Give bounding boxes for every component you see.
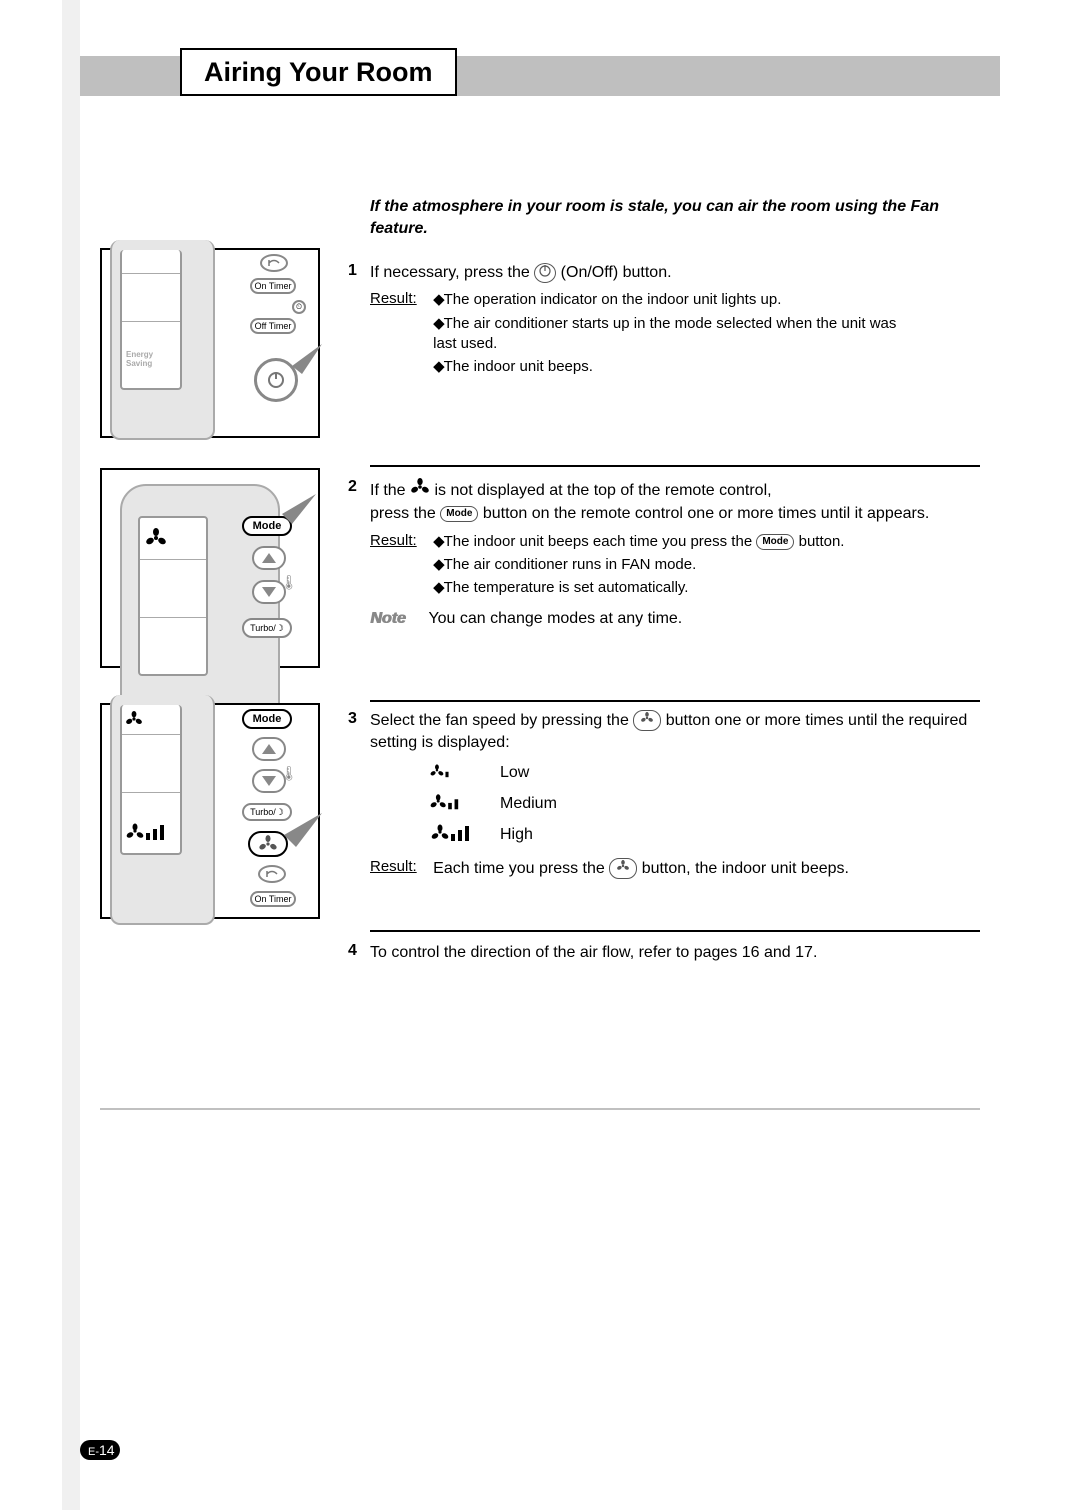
fan-speed-high: High [430,823,980,848]
note-label: Note [370,610,424,628]
step-2-num: 2 [348,478,357,496]
step-3: 3 Select the fan speed by pressing the b… [370,710,980,879]
step-2-result-label: Result: [370,532,417,549]
thin-separator [100,1108,980,1110]
step-1-text-b: (On/Off) button. [561,264,672,281]
result-item: ◆The air conditioner runs in FAN mode. [433,555,913,575]
step-1-text-a: If necessary, press the [370,264,534,281]
fan-speed-low: Low [430,761,980,786]
separator [370,465,980,467]
turbo-label: Turbo [250,624,273,633]
mode-button-inline: Mode [756,534,794,550]
pointer-arrow-1 [282,344,322,384]
fan-icon [146,528,166,548]
step-3-result-label: Result: [370,858,417,875]
power-icon [534,263,556,283]
remote-diagram-1: Energy Saving On Timer ⏲ Off Timer [100,248,320,438]
page-number: E-14 [80,1440,120,1460]
separator [370,700,980,702]
off-timer-label: Off Timer [255,322,292,331]
on-timer-label: On Timer [254,282,291,291]
step-2: 2 If the is not displayed at the top of … [370,478,980,628]
fan-icon [410,478,430,503]
mode-button-inline: Mode [440,506,478,522]
fan-button-icon [633,710,661,731]
energy-saving-label: Energy Saving [126,350,180,368]
step-4: 4 To control the direction of the air fl… [370,942,980,964]
fan-speed-medium: Medium [430,792,980,817]
remote-diagram-3: Mode 🌡 Turbo/☽ On Timer [100,703,320,919]
step-1: 1 If necessary, press the (On/Off) butto… [370,262,980,380]
remote-diagram-2: Mode 🌡 Turbo/☽ [100,468,320,668]
result-item: ◆The indoor unit beeps each time you pre… [433,532,913,552]
fan-icon [126,711,142,727]
result-item: ◆The air conditioner starts up in the mo… [433,314,913,355]
note-text: You can change modes at any time. [428,610,682,628]
result-item: ◆The operation indicator on the indoor u… [433,290,913,310]
fan-button-icon [259,835,277,853]
separator [370,930,980,932]
step-1-result-label: Result: [370,290,417,307]
fan-button-icon [609,858,637,879]
pointer-arrow-2 [276,494,316,534]
step-4-num: 4 [348,942,357,960]
result-item: ◆The temperature is set automatically. [433,578,913,598]
fan-high-icon [126,822,170,842]
intro-text: If the atmosphere in your room is stale,… [370,196,980,239]
step-3-num: 3 [348,710,357,728]
result-item: ◆The indoor unit beeps. [433,357,913,377]
pointer-arrow-3 [278,813,322,857]
step-1-num: 1 [348,262,357,280]
left-stripe [62,0,80,1510]
title-box: Airing Your Room [180,48,457,96]
page-title: Airing Your Room [204,57,433,88]
